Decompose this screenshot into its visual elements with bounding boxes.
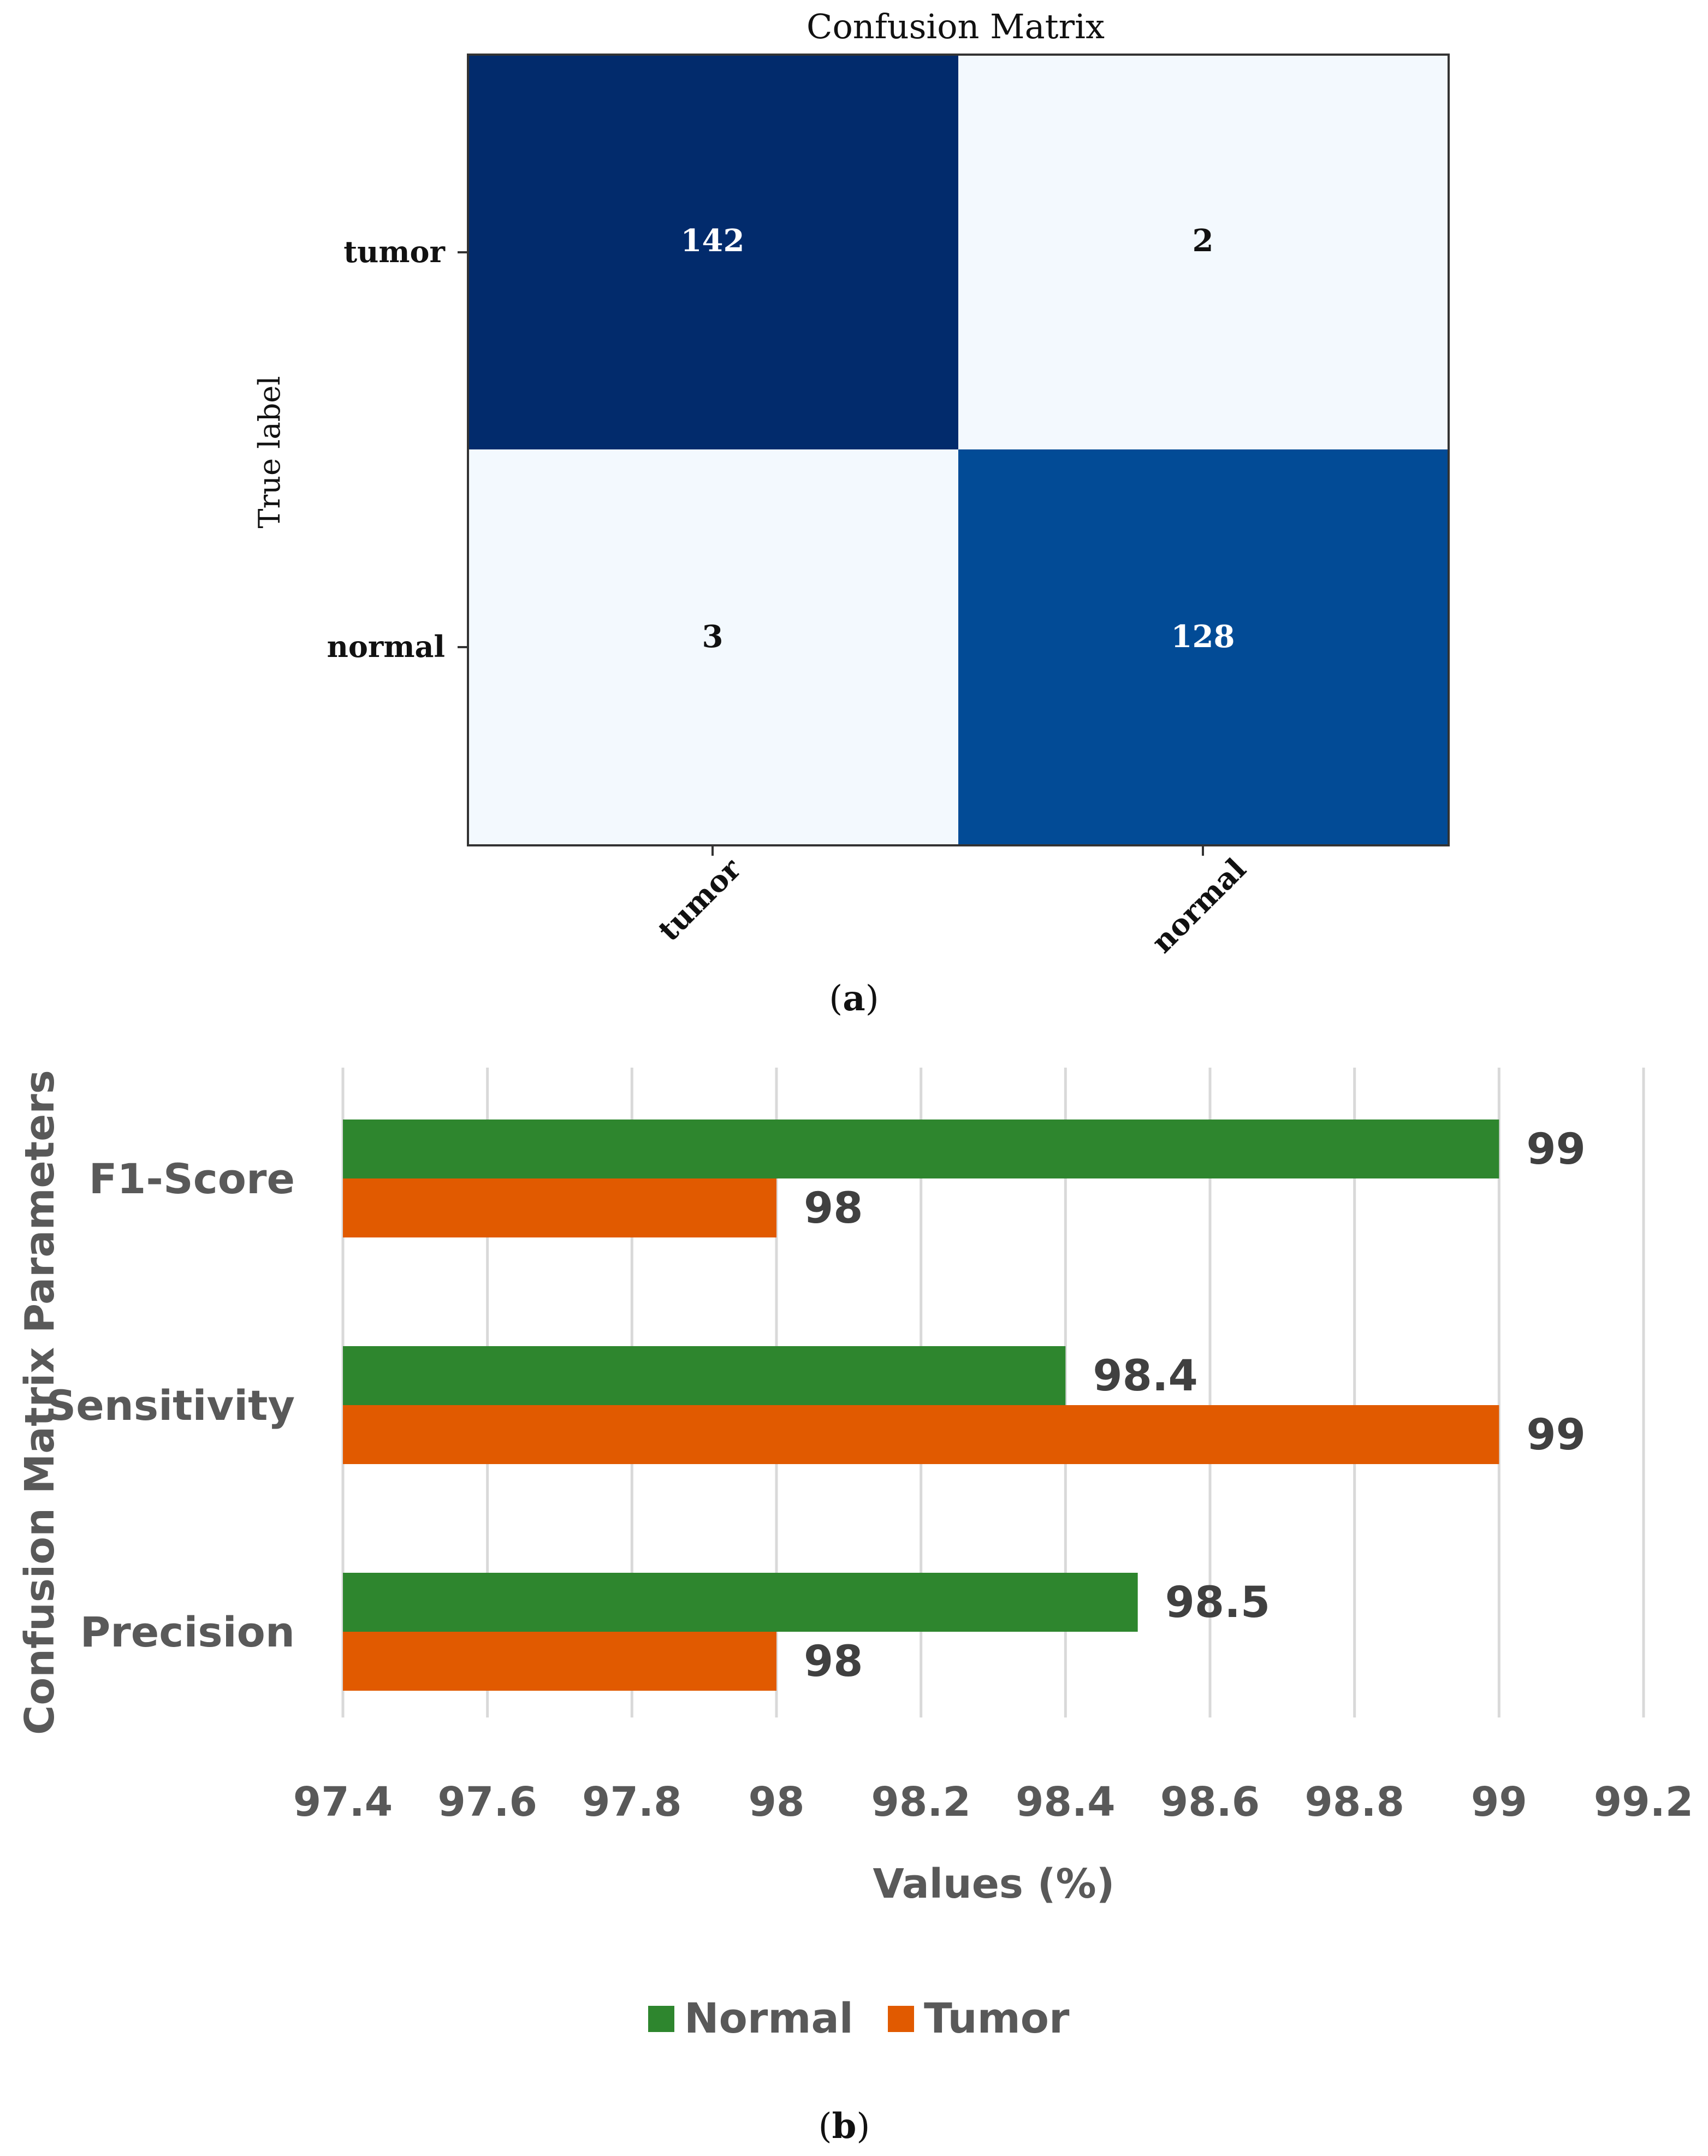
cm-value-normal-normal: 128 <box>1171 619 1235 655</box>
x-tick-label-97-4: 97.4 <box>293 1779 393 1826</box>
cm-value-tumor-normal: 2 <box>1193 223 1214 259</box>
cm-cell-normal-normal <box>958 449 1449 845</box>
bar-chart-bars <box>343 1120 1499 1691</box>
legend-tumor-label: Tumor <box>924 1994 1070 2042</box>
cm-xlabel-normal: normal <box>1144 851 1253 959</box>
bar-precision-normal <box>343 1573 1138 1632</box>
bar-f1-score-normal <box>343 1120 1499 1178</box>
data-label-f1-score-tumor: 98 <box>804 1184 863 1233</box>
data-label-precision-tumor: 98 <box>804 1637 863 1686</box>
cm-axis-ylabel: True label <box>252 376 287 529</box>
x-tick-label-98-2: 98.2 <box>871 1779 971 1826</box>
cm-value-normal-tumor: 3 <box>702 619 723 655</box>
data-label-sensitivity-tumor: 99 <box>1526 1411 1586 1460</box>
x-tick-label-99: 99 <box>1471 1779 1527 1826</box>
bar-precision-tumor <box>343 1632 776 1691</box>
cm-cell-tumor-normal <box>958 55 1449 449</box>
legend-normal-swatch <box>648 2006 674 2032</box>
cm-cell-normal-tumor <box>468 449 958 845</box>
data-label-f1-score-normal: 99 <box>1526 1125 1586 1174</box>
x-tick-label-98-6: 98.6 <box>1160 1779 1260 1826</box>
cm-title: Confusion Matrix <box>806 7 1105 46</box>
data-label-sensitivity-normal: 98.4 <box>1093 1352 1197 1401</box>
cm-value-tumor-tumor: 142 <box>681 223 745 259</box>
bar-f1-score-tumor <box>343 1178 776 1237</box>
legend-normal-label: Normal <box>684 1994 853 2042</box>
x-tick-label-98: 98 <box>749 1779 805 1826</box>
bar-sensitivity-tumor <box>343 1405 1499 1464</box>
bar-chart-x-ticks: 97.4 97.6 97.8 98 98.2 98.4 98.6 98.8 99 99.2 <box>293 1779 1694 1826</box>
bar-sensitivity-normal <box>343 1346 1066 1405</box>
data-label-precision-normal: 98.5 <box>1165 1578 1270 1627</box>
bar-axis-xlabel: Values (%) <box>873 1861 1115 1908</box>
panel-b-label: (b) <box>819 2106 870 2147</box>
x-tick-label-98-8: 98.8 <box>1304 1779 1404 1826</box>
legend-tumor-swatch <box>888 2006 914 2032</box>
cm-cell-tumor-tumor <box>468 55 958 449</box>
cm-frame <box>467 54 1450 846</box>
category-label-f1-score: F1-Score <box>89 1154 295 1203</box>
panel-a-label: (a) <box>829 978 879 1019</box>
cm-xlabel-tumor: tumor <box>651 851 748 948</box>
bar-axis-ylabel: Confusion Matrix Parameters <box>16 1070 63 1735</box>
category-label-precision: Precision <box>80 1608 295 1656</box>
bar-chart-data-labels: 99 98 98.4 99 98.5 98 <box>804 1125 1586 1686</box>
x-tick-label-98-4: 98.4 <box>1016 1779 1116 1826</box>
x-tick-label-99-2: 99.2 <box>1594 1779 1694 1826</box>
bar-chart-category-labels: F1-Score Sensitivity Precision <box>46 1154 295 1656</box>
confusion-matrix-panel: Confusion Matrix 142 2 3 128 tumor norma… <box>252 7 1450 1019</box>
category-label-sensitivity: Sensitivity <box>46 1381 295 1430</box>
legend: Normal Tumor <box>648 1994 1070 2042</box>
x-tick-label-97-6: 97.6 <box>437 1779 537 1826</box>
x-tick-label-97-8: 97.8 <box>582 1779 682 1826</box>
cm-ylabel-tumor: tumor <box>343 234 445 269</box>
cm-ylabel-normal: normal <box>327 629 445 664</box>
